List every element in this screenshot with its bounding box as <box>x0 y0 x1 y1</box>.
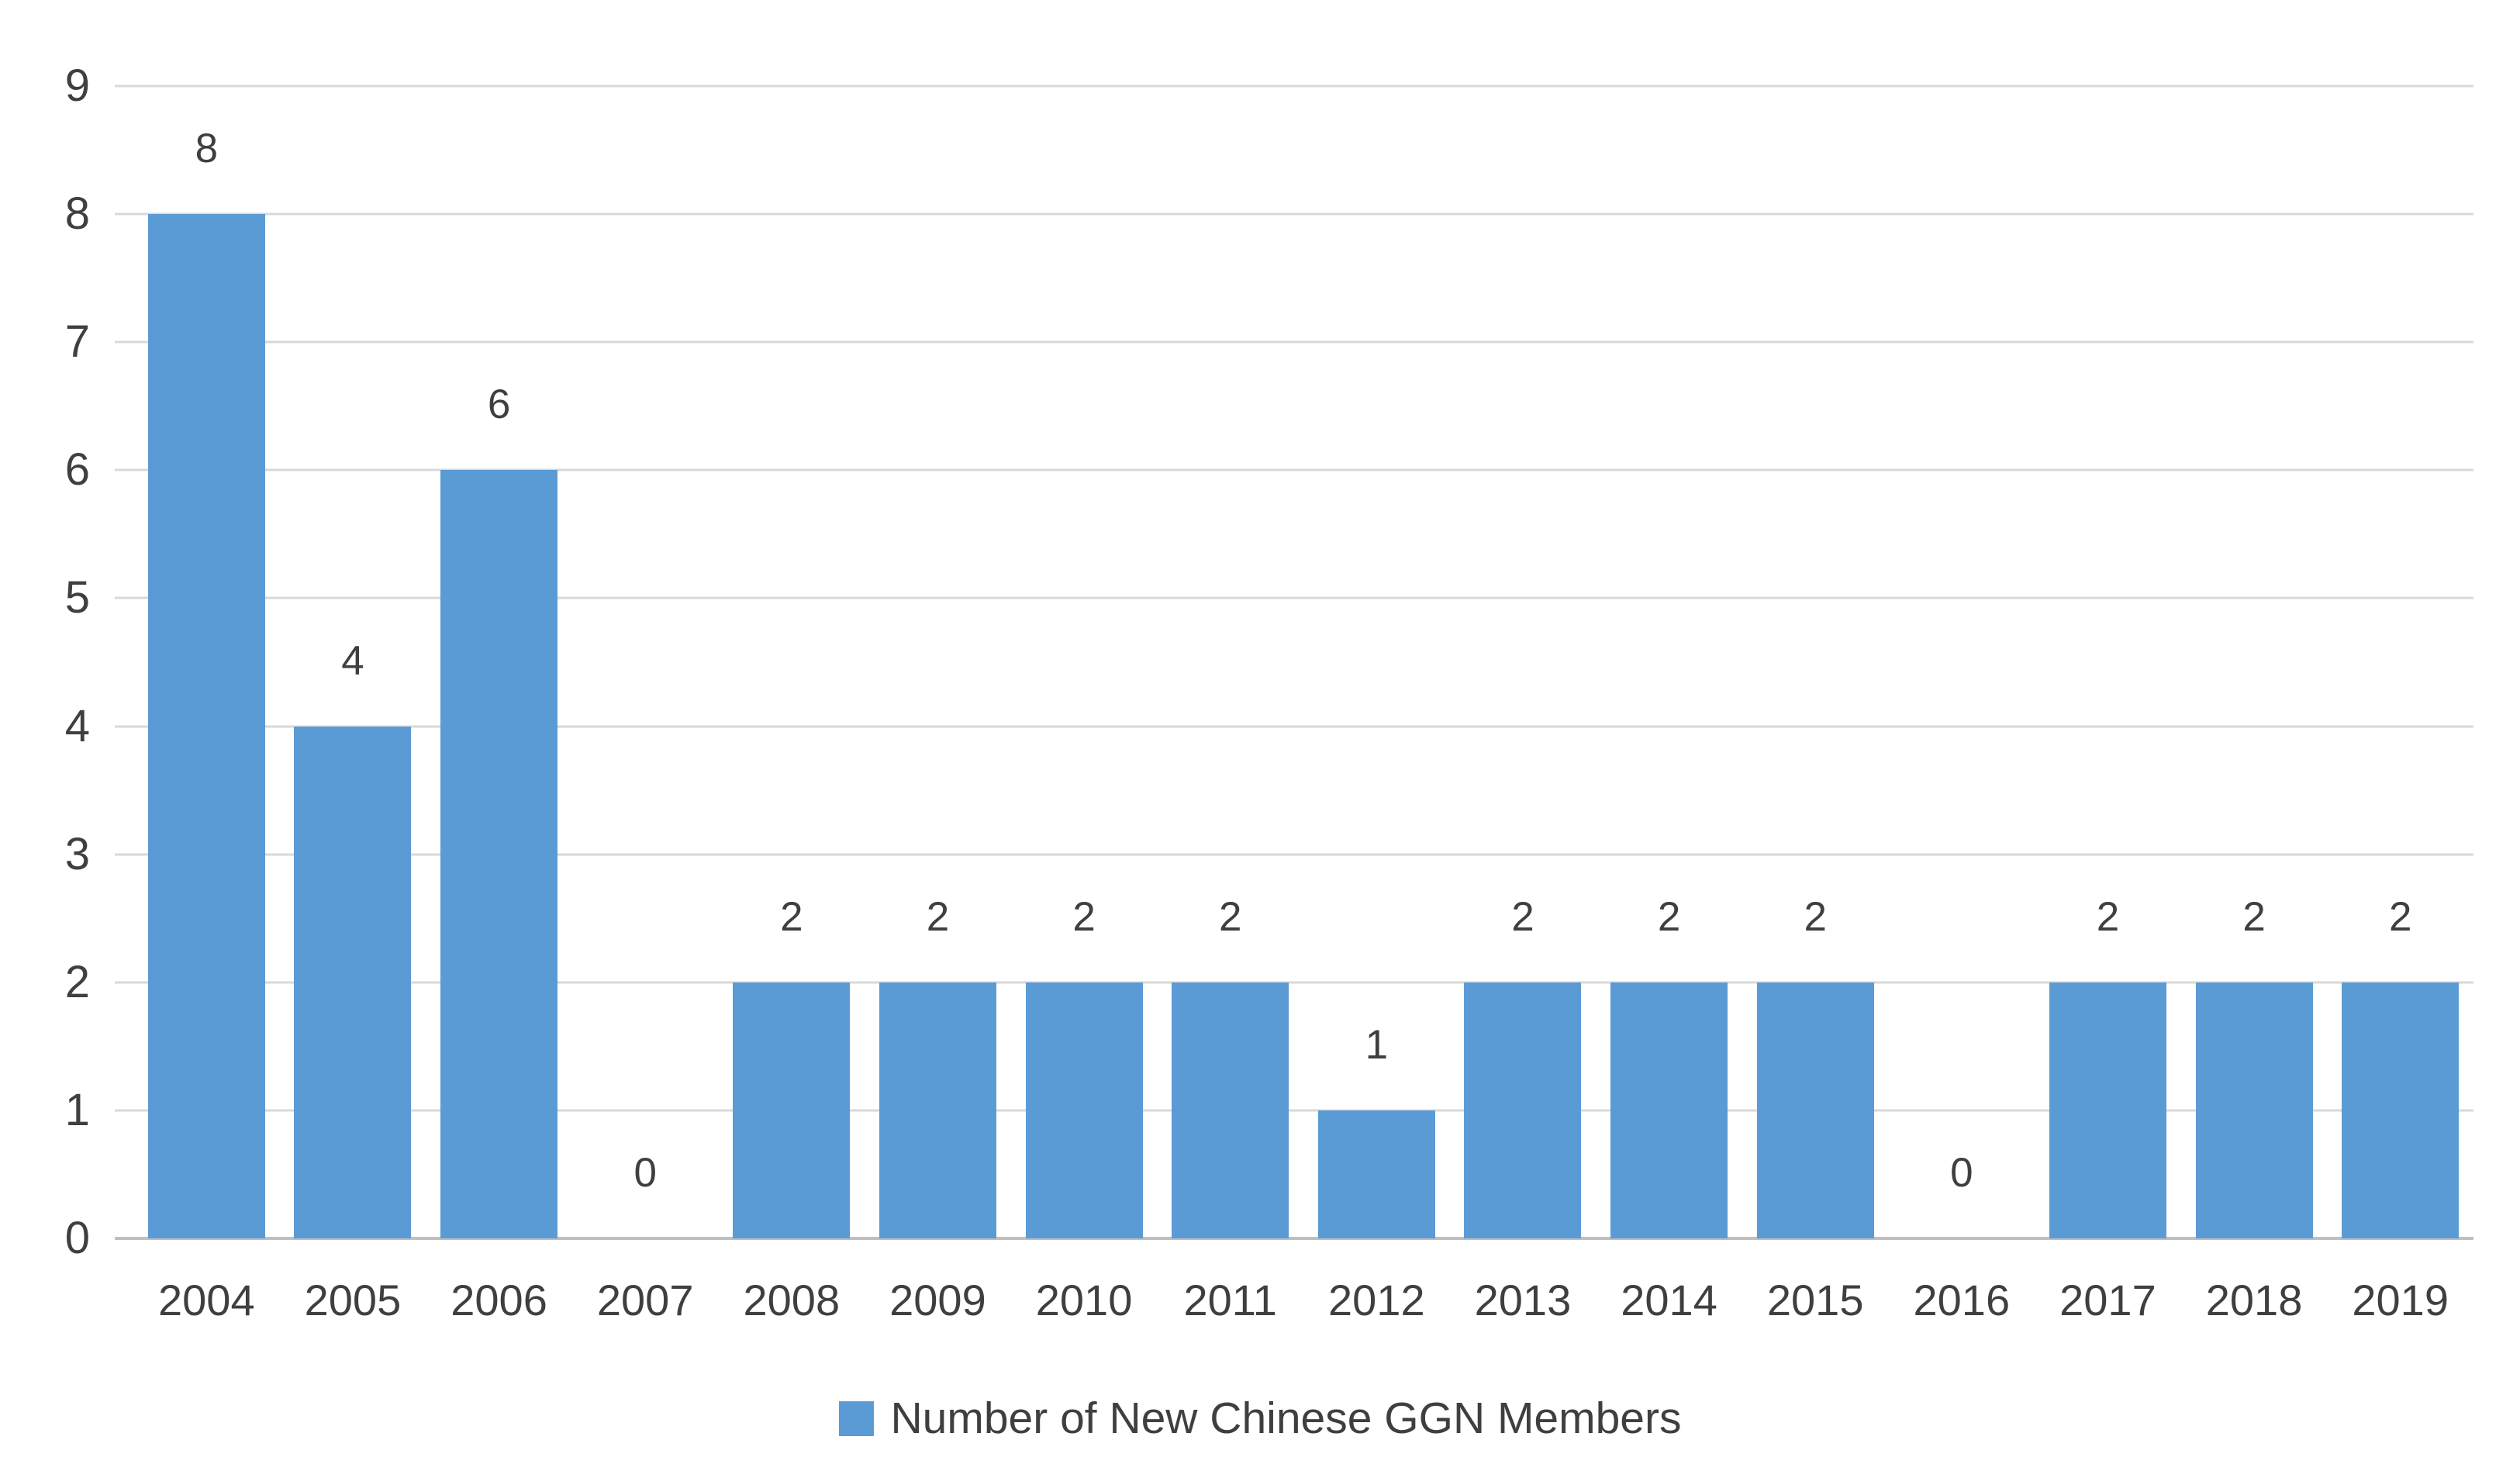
x-axis-label: 2007 <box>596 1276 694 1324</box>
gridline <box>133 853 2473 856</box>
bar <box>1025 982 1143 1238</box>
bar <box>879 982 996 1238</box>
bar-slot: 0 2007 <box>572 86 719 1322</box>
y-axis-tick <box>115 212 133 216</box>
bar-value-label: 2 <box>1657 893 1681 940</box>
plot-area: 8 2004 4 2005 6 2006 0 2007 2 2008 2 2009 2 2010 2 2011… <box>115 85 2473 1322</box>
bar-value-label: 2 <box>2096 893 2120 940</box>
bar-slot: 2 2014 <box>1596 86 1742 1322</box>
bar-value-label: 2 <box>1804 893 1827 940</box>
y-axis-tick-label: 5 <box>64 572 90 623</box>
y-axis-tick <box>115 981 133 984</box>
y-axis-tick-label: 6 <box>64 444 90 496</box>
x-axis-label: 2012 <box>1328 1276 1425 1324</box>
bar <box>2342 982 2460 1238</box>
x-axis-label: 2013 <box>1474 1276 1572 1324</box>
x-axis-label: 2005 <box>304 1276 402 1324</box>
y-axis-tick <box>115 85 133 88</box>
y-axis-tick <box>115 340 133 344</box>
y-axis-tick <box>115 725 133 728</box>
gridline <box>133 212 2473 216</box>
bar-slot: 4 2005 <box>280 86 426 1322</box>
bar-value-label: 8 <box>195 126 219 172</box>
x-axis-line <box>115 1237 2473 1240</box>
gridline <box>133 340 2473 344</box>
bar-slot: 2 2018 <box>2181 86 2328 1322</box>
x-axis-label: 2004 <box>158 1276 255 1324</box>
bar <box>147 214 265 1238</box>
bar-slot: 2 2010 <box>1011 86 1158 1322</box>
legend: Number of New Chinese GGN Members <box>0 1394 2520 1443</box>
x-axis-label: 2018 <box>2205 1276 2303 1324</box>
bar-value-label: 0 <box>633 1150 657 1196</box>
bar-value-label: 0 <box>1950 1150 1973 1196</box>
bar-slot: 6 2006 <box>426 86 572 1322</box>
y-axis-tick-label: 3 <box>64 828 90 879</box>
gridline <box>133 596 2473 599</box>
y-axis-tick <box>115 468 133 471</box>
x-axis-label: 2017 <box>2059 1276 2156 1324</box>
y-axis-tick-label: 7 <box>64 316 90 368</box>
y-axis-tick <box>115 853 133 856</box>
y-axis-tick-label: 4 <box>64 700 90 751</box>
gridline <box>133 981 2473 984</box>
x-axis-label: 2010 <box>1035 1276 1133 1324</box>
y-axis-tick-label: 1 <box>64 1084 90 1135</box>
y-axis-tick <box>115 596 133 599</box>
bar-value-label: 2 <box>926 893 950 940</box>
y-axis-tick-label: 0 <box>64 1213 90 1263</box>
bar-slot: 8 2004 <box>133 86 280 1322</box>
bar-value-label: 2 <box>2388 893 2412 940</box>
x-axis-label: 2016 <box>1913 1276 2011 1324</box>
bar-slot: 2 2015 <box>1742 86 1889 1322</box>
x-axis-label: 2015 <box>1766 1276 1864 1324</box>
bar <box>1317 1110 1435 1238</box>
bar-slot: 1 2012 <box>1303 86 1450 1322</box>
bar-slot: 2 2013 <box>1450 86 1597 1322</box>
gridline <box>133 1109 2473 1112</box>
y-axis-tick-label: 9 <box>64 60 90 111</box>
x-axis-label: 2014 <box>1621 1276 1717 1324</box>
bar <box>440 470 558 1238</box>
bar-slot: 2 2017 <box>2035 86 2181 1322</box>
bar-slot: 2 2008 <box>719 86 865 1322</box>
gridline <box>133 468 2473 471</box>
bar-value-label: 2 <box>1218 893 1242 940</box>
bar-slot: 0 2016 <box>1889 86 2035 1322</box>
gridline <box>133 725 2473 728</box>
x-axis-label: 2009 <box>889 1276 986 1324</box>
bar-value-label: 2 <box>780 893 803 940</box>
x-axis-label: 2011 <box>1183 1276 1277 1324</box>
bar-value-label: 4 <box>341 637 364 684</box>
bar <box>1464 982 1582 1238</box>
bar-value-label: 2 <box>1511 893 1534 940</box>
bar <box>2049 982 2166 1238</box>
x-axis-label: 2006 <box>450 1276 547 1324</box>
bar-slot: 2 2019 <box>2327 86 2473 1322</box>
y-axis-tick <box>115 1109 133 1112</box>
bar-value-label: 2 <box>2242 893 2266 940</box>
bar-value-label: 1 <box>1365 1021 1389 1068</box>
y-axis-tick-label: 2 <box>64 956 90 1007</box>
bar-value-label: 6 <box>487 382 511 428</box>
bar <box>733 982 851 1238</box>
legend-swatch <box>838 1400 874 1436</box>
y-axis-tick-label: 8 <box>64 188 90 240</box>
legend-label: Number of New Chinese GGN Members <box>890 1393 1682 1443</box>
bar <box>1610 982 1728 1238</box>
bar <box>2195 982 2313 1238</box>
x-axis-label: 2008 <box>743 1276 841 1324</box>
x-axis-label: 2019 <box>2352 1276 2449 1324</box>
bar <box>1172 982 1289 1238</box>
bar-value-label: 2 <box>1072 893 1096 940</box>
bar-slot: 2 2009 <box>865 86 1011 1322</box>
bar <box>294 726 412 1238</box>
bar <box>1756 982 1874 1238</box>
gridline <box>133 85 2473 88</box>
bar-slot: 2 2011 <box>1157 86 1303 1322</box>
